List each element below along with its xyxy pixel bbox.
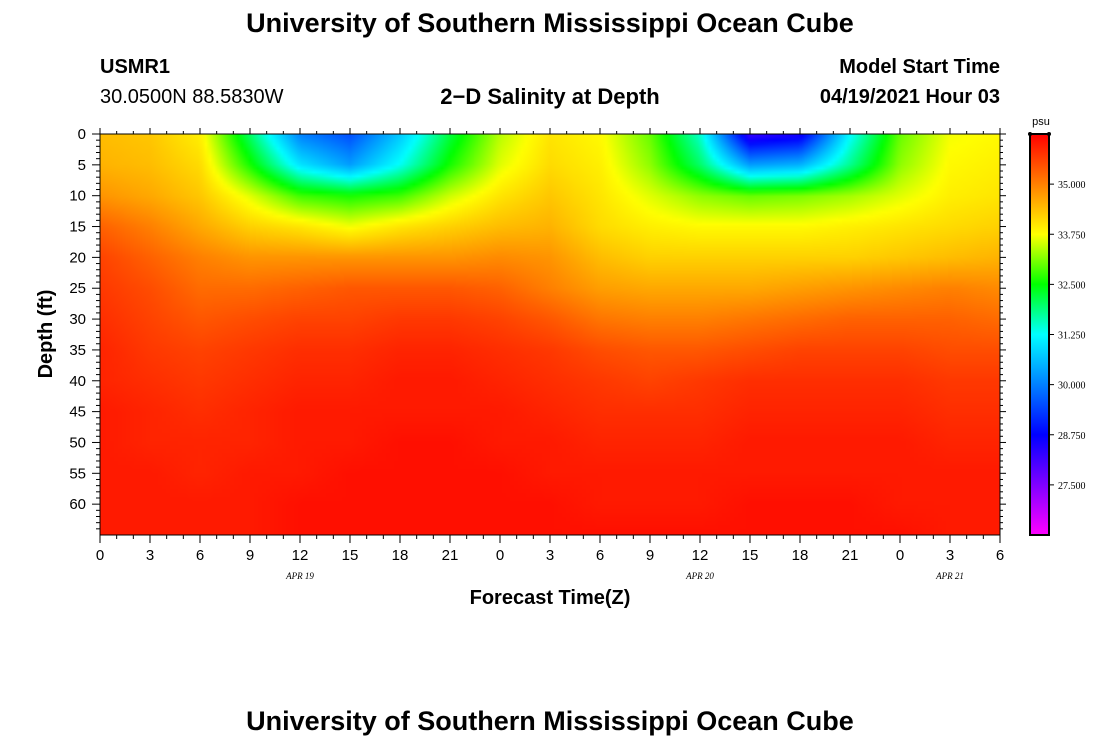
colorbar-tick-label: 28.750 bbox=[1058, 431, 1086, 442]
x-tick-label: 21 bbox=[442, 547, 459, 564]
x-tick-label: 18 bbox=[792, 547, 809, 564]
colorbar-corner-right bbox=[1047, 132, 1051, 136]
y-tick-label: 60 bbox=[69, 496, 86, 513]
x-tick-label: 21 bbox=[842, 547, 859, 564]
x-tick-label: 3 bbox=[946, 547, 954, 564]
y-tick-label: 15 bbox=[69, 219, 86, 236]
date-label: APR 19 bbox=[285, 571, 314, 581]
y-tick-label: 0 bbox=[78, 126, 86, 143]
y-tick-label: 45 bbox=[69, 404, 86, 421]
y-tick-label: 55 bbox=[69, 465, 86, 482]
colorbar-tick-label: 27.500 bbox=[1058, 481, 1086, 492]
x-tick-label: 6 bbox=[596, 547, 604, 564]
x-tick-label: 6 bbox=[196, 547, 204, 564]
x-tick-label: 15 bbox=[342, 547, 359, 564]
y-tick-label: 30 bbox=[69, 311, 86, 328]
model-start-label: Model Start Time bbox=[839, 56, 1000, 78]
x-tick-label: 0 bbox=[496, 547, 504, 564]
y-tick-label: 10 bbox=[69, 188, 86, 205]
plot-title: 2−D Salinity at Depth bbox=[440, 84, 660, 109]
date-label: APR 20 bbox=[685, 571, 714, 581]
colorbar-tick-label: 33.750 bbox=[1058, 230, 1086, 241]
x-tick-label: 3 bbox=[146, 547, 154, 564]
x-tick-label: 9 bbox=[246, 547, 254, 564]
x-tick-label: 15 bbox=[742, 547, 759, 564]
x-tick-label: 9 bbox=[646, 547, 654, 564]
colorbar-tick-label: 35.000 bbox=[1058, 180, 1086, 191]
station-coordinates: 30.0500N 88.5830W bbox=[100, 86, 284, 108]
y-tick-label: 20 bbox=[69, 249, 86, 266]
page-title: University of Southern Mississippi Ocean… bbox=[246, 8, 854, 38]
date-labels: APR 19 APR 20 APR 21 bbox=[285, 571, 964, 581]
x-axis: 0 3 6 9 12 15 18 21 0 3 6 9 12 15 18 21 0 3 6 bbox=[96, 128, 1004, 564]
y-axis: 0 5 10 15 20 25 30 35 40 45 50 55 60 bbox=[69, 126, 1006, 530]
colorbar-tick-label: 30.000 bbox=[1058, 381, 1086, 392]
date-label: APR 21 bbox=[935, 571, 964, 581]
x-tick-label: 0 bbox=[96, 547, 104, 564]
x-tick-label: 12 bbox=[692, 547, 709, 564]
salinity-heatmap bbox=[100, 134, 1000, 535]
colorbar-corner-left bbox=[1028, 132, 1032, 136]
colorbar-tick-label: 31.250 bbox=[1058, 331, 1086, 342]
x-axis-title: Forecast Time(Z) bbox=[470, 587, 631, 609]
x-tick-label: 3 bbox=[546, 547, 554, 564]
model-start-time: 04/19/2021 Hour 03 bbox=[819, 86, 1000, 108]
y-tick-label: 25 bbox=[69, 280, 86, 297]
y-tick-label: 35 bbox=[69, 342, 86, 359]
footer-title: University of Southern Mississippi Ocean… bbox=[246, 706, 854, 736]
x-tick-label: 12 bbox=[292, 547, 309, 564]
colorbar-unit: psu bbox=[1032, 116, 1050, 128]
y-axis-title: Depth (ft) bbox=[35, 290, 57, 379]
colorbar-ticks: 27.500 28.750 30.000 31.250 32.500 33.750 35.0… bbox=[1049, 180, 1086, 492]
y-tick-label: 40 bbox=[69, 373, 86, 390]
x-tick-label: 6 bbox=[996, 547, 1004, 564]
colorbar bbox=[1029, 133, 1050, 536]
y-tick-label: 5 bbox=[78, 157, 86, 174]
station-id: USMR1 bbox=[100, 56, 171, 78]
x-tick-label: 18 bbox=[392, 547, 409, 564]
colorbar-tick-label: 32.500 bbox=[1058, 280, 1086, 291]
x-tick-label: 0 bbox=[896, 547, 904, 564]
y-tick-label: 50 bbox=[69, 434, 86, 451]
